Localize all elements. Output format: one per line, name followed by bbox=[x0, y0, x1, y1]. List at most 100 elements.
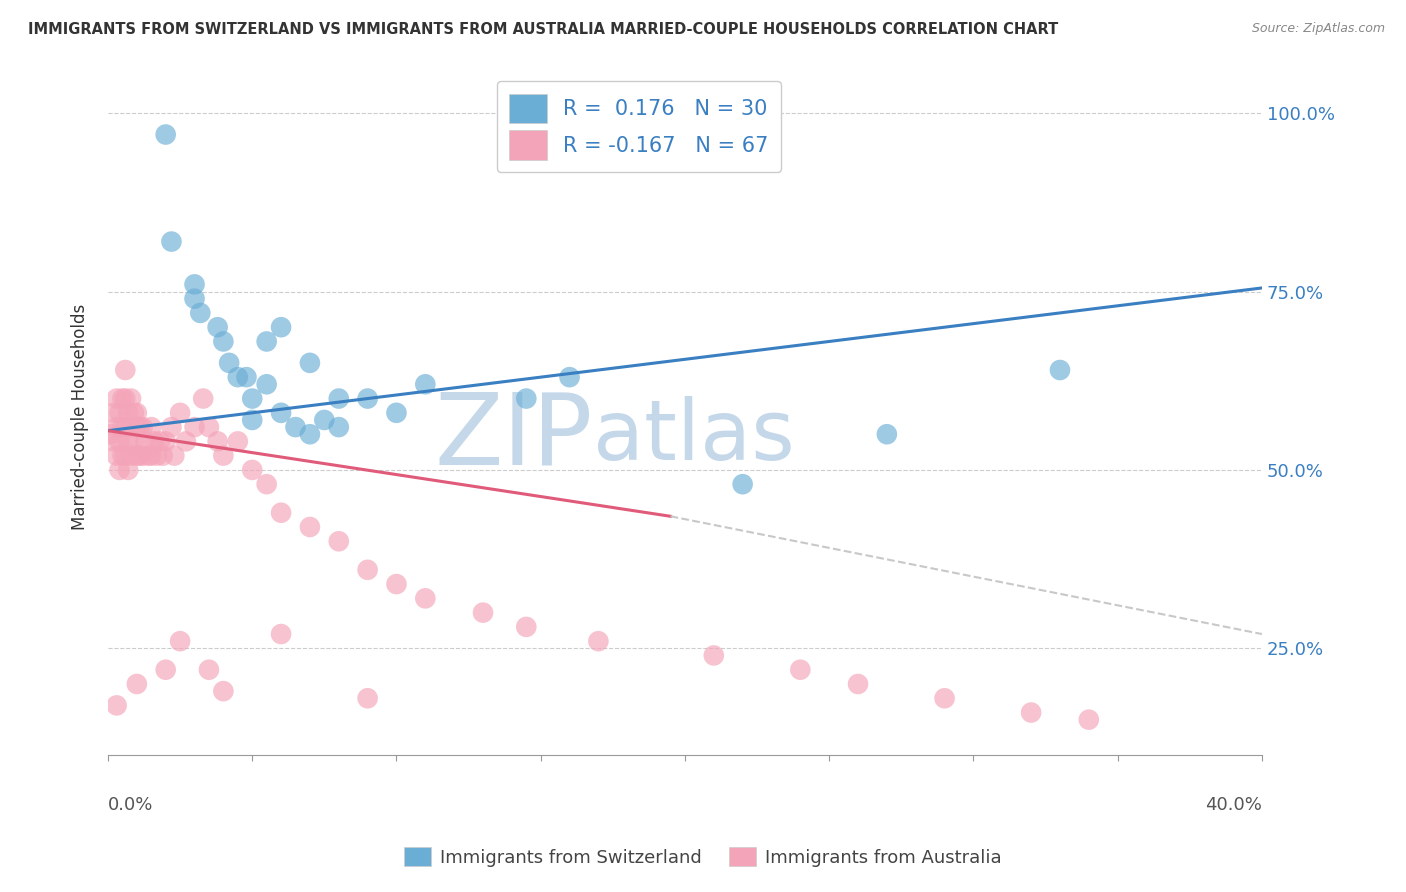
Text: 40.0%: 40.0% bbox=[1205, 796, 1263, 814]
Point bbox=[120, 392, 142, 406]
Point bbox=[160, 420, 183, 434]
Point bbox=[125, 420, 148, 434]
Point bbox=[298, 427, 321, 442]
Point bbox=[134, 434, 156, 449]
Point bbox=[108, 406, 131, 420]
Point bbox=[226, 434, 249, 449]
Point bbox=[117, 406, 139, 420]
Point bbox=[328, 420, 350, 434]
Point bbox=[114, 420, 136, 434]
Point bbox=[117, 434, 139, 449]
Point bbox=[240, 392, 263, 406]
Point bbox=[256, 334, 278, 349]
Point bbox=[122, 434, 145, 449]
Point bbox=[103, 434, 125, 449]
Point bbox=[125, 406, 148, 420]
Y-axis label: Married-couple Households: Married-couple Households bbox=[72, 303, 89, 530]
Point bbox=[120, 449, 142, 463]
Point bbox=[160, 235, 183, 249]
Point bbox=[328, 534, 350, 549]
Point bbox=[163, 449, 186, 463]
Point bbox=[131, 449, 153, 463]
Point bbox=[356, 392, 378, 406]
Point bbox=[934, 691, 956, 706]
Point bbox=[152, 449, 174, 463]
Point bbox=[298, 520, 321, 534]
Point bbox=[413, 377, 436, 392]
Point bbox=[120, 420, 142, 434]
Point bbox=[235, 370, 257, 384]
Point bbox=[122, 406, 145, 420]
Text: ZIP: ZIP bbox=[434, 388, 593, 485]
Point bbox=[174, 434, 197, 449]
Point bbox=[105, 392, 128, 406]
Point bbox=[125, 677, 148, 691]
Point bbox=[193, 392, 215, 406]
Point bbox=[789, 663, 811, 677]
Point bbox=[385, 577, 408, 591]
Point bbox=[515, 392, 537, 406]
Point bbox=[125, 449, 148, 463]
Point bbox=[256, 477, 278, 491]
Point bbox=[703, 648, 725, 663]
Point bbox=[114, 449, 136, 463]
Point bbox=[731, 477, 754, 491]
Point bbox=[128, 420, 150, 434]
Point bbox=[169, 634, 191, 648]
Point bbox=[515, 620, 537, 634]
Point bbox=[155, 434, 177, 449]
Point bbox=[1019, 706, 1042, 720]
Point bbox=[240, 463, 263, 477]
Legend: Immigrants from Switzerland, Immigrants from Australia: Immigrants from Switzerland, Immigrants … bbox=[396, 840, 1010, 874]
Point bbox=[105, 420, 128, 434]
Point bbox=[588, 634, 610, 648]
Point bbox=[270, 406, 292, 420]
Point bbox=[108, 434, 131, 449]
Point bbox=[1049, 363, 1071, 377]
Point bbox=[111, 420, 134, 434]
Point bbox=[413, 591, 436, 606]
Point bbox=[111, 392, 134, 406]
Point bbox=[270, 627, 292, 641]
Point bbox=[105, 449, 128, 463]
Point bbox=[183, 292, 205, 306]
Point bbox=[270, 320, 292, 334]
Point bbox=[169, 406, 191, 420]
Point bbox=[284, 420, 307, 434]
Point bbox=[328, 392, 350, 406]
Point bbox=[876, 427, 898, 442]
Text: atlas: atlas bbox=[593, 396, 794, 477]
Point bbox=[128, 449, 150, 463]
Point bbox=[100, 427, 122, 442]
Point bbox=[298, 356, 321, 370]
Point bbox=[141, 420, 163, 434]
Point bbox=[270, 506, 292, 520]
Point bbox=[141, 449, 163, 463]
Point bbox=[212, 684, 235, 698]
Point bbox=[108, 463, 131, 477]
Point bbox=[385, 406, 408, 420]
Point bbox=[146, 449, 169, 463]
Point bbox=[149, 434, 172, 449]
Point bbox=[188, 306, 211, 320]
Point bbox=[114, 392, 136, 406]
Point bbox=[138, 449, 160, 463]
Point bbox=[240, 413, 263, 427]
Point bbox=[314, 413, 336, 427]
Point bbox=[356, 691, 378, 706]
Point bbox=[105, 698, 128, 713]
Point bbox=[103, 406, 125, 420]
Point bbox=[212, 449, 235, 463]
Point bbox=[846, 677, 869, 691]
Point bbox=[131, 420, 153, 434]
Point bbox=[256, 377, 278, 392]
Legend: R =  0.176   N = 30, R = -0.167   N = 67: R = 0.176 N = 30, R = -0.167 N = 67 bbox=[496, 81, 782, 172]
Point bbox=[198, 663, 221, 677]
Point bbox=[183, 420, 205, 434]
Point bbox=[226, 370, 249, 384]
Text: Source: ZipAtlas.com: Source: ZipAtlas.com bbox=[1251, 22, 1385, 36]
Point bbox=[212, 334, 235, 349]
Point bbox=[198, 420, 221, 434]
Point bbox=[207, 434, 229, 449]
Point bbox=[117, 463, 139, 477]
